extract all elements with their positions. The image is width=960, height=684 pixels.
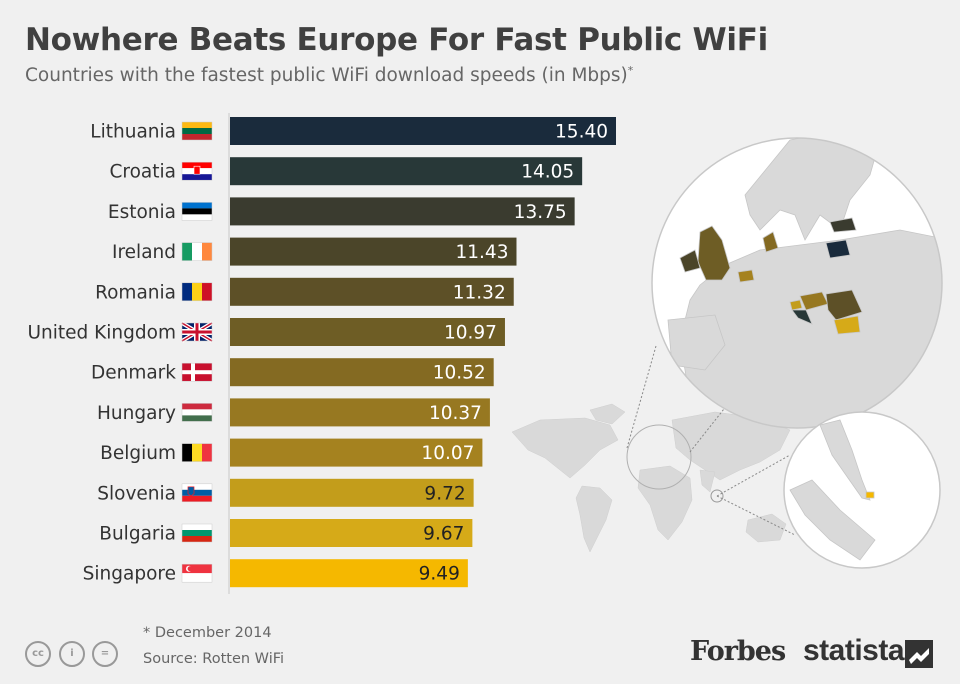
lithuania-shape	[825, 239, 851, 259]
lithuania-flag-icon	[181, 121, 213, 141]
bar-value-label: 11.43	[456, 242, 509, 263]
footnote: * December 2014	[143, 625, 272, 641]
romania-shape	[825, 289, 863, 321]
connector-line	[716, 454, 791, 497]
bar	[230, 519, 473, 547]
belgium-shape	[737, 269, 755, 283]
category-label: Hungary	[97, 403, 176, 424]
estonia-shape	[829, 217, 857, 233]
bar	[230, 478, 474, 507]
bar	[230, 197, 575, 226]
sumatra-shape	[789, 479, 876, 561]
category-label: Ireland	[112, 242, 176, 263]
attribution-icon: i	[59, 641, 85, 667]
europe-highlight-ring	[626, 424, 692, 490]
category-label: Denmark	[91, 363, 176, 384]
bar-value-label: 9.49	[419, 564, 460, 585]
bar-value-label: 9.72	[424, 483, 465, 504]
denmark-flag-icon	[181, 362, 213, 382]
ireland-shape	[679, 249, 701, 273]
no-derivatives-icon: =	[92, 641, 118, 667]
slovenia-shape	[789, 299, 803, 311]
india-shape	[699, 469, 716, 493]
bulgaria-shape	[833, 315, 861, 335]
bar-value-label: 13.75	[514, 202, 567, 223]
category-label: Croatia	[109, 162, 176, 183]
subtitle: Countries with the fastest public WiFi d…	[25, 64, 633, 86]
category-label: United Kingdom	[28, 323, 177, 344]
greenland-shape	[589, 403, 626, 425]
bulgaria-flag-icon	[181, 523, 213, 543]
australia-shape	[745, 513, 787, 543]
africa-shape	[637, 465, 693, 541]
europe-map-inset	[651, 137, 943, 429]
category-label: Belgium	[100, 443, 176, 464]
category-label: Bulgaria	[99, 524, 176, 545]
bar	[230, 398, 490, 427]
bar	[230, 237, 517, 266]
world-map	[511, 403, 791, 553]
source: Source: Rotten WiFi	[143, 651, 285, 667]
ireland-flag-icon	[181, 242, 213, 261]
bar-value-label: 10.37	[429, 403, 482, 424]
bar-value-label: 10.07	[421, 443, 474, 464]
bar	[230, 157, 583, 186]
bar-value-label: 9.67	[423, 524, 464, 545]
belgium-flag-icon	[181, 443, 213, 462]
bar	[230, 277, 514, 306]
page-title: Nowhere Beats Europe For Fast Public WiF…	[25, 22, 768, 58]
south-america-shape	[575, 485, 613, 553]
bar	[230, 318, 505, 346]
subtitle-text: Countries with the fastest public WiFi d…	[25, 65, 628, 87]
forbes-logo: Forbes	[690, 636, 786, 667]
category-label: Singapore	[83, 564, 176, 585]
bar	[230, 559, 468, 588]
denmark-shape	[762, 231, 779, 253]
estonia-flag-icon	[181, 202, 213, 221]
bar-value-label: 14.05	[521, 162, 574, 183]
croatia-shape	[791, 309, 813, 325]
hungary-flag-icon	[181, 403, 213, 422]
cc-icon: cc	[25, 641, 51, 667]
category-label: Romania	[95, 282, 176, 303]
malay-peninsula-shape	[819, 419, 871, 501]
bar-value-label: 15.40	[555, 122, 608, 143]
bar-rows: 15.40 Lithuania 14.05 Croatia 13.75 Estonia 11…	[28, 117, 616, 588]
slovenia-flag-icon	[181, 483, 213, 503]
romania-flag-icon	[181, 282, 213, 302]
singapore-highlight-ring	[710, 489, 724, 503]
united-kingdom-flag-icon	[180, 321, 214, 343]
croatia-flag-icon	[181, 161, 213, 181]
category-label: Lithuania	[90, 122, 176, 143]
statista-icon	[905, 640, 933, 668]
singapore-shape	[865, 491, 875, 499]
bar	[230, 358, 494, 387]
bar-value-label: 10.52	[433, 363, 486, 384]
statista-logo: statista	[803, 634, 905, 667]
bar	[230, 438, 483, 467]
category-label: Slovenia	[97, 483, 176, 504]
bar-value-label: 11.32	[453, 282, 506, 303]
bar	[230, 117, 616, 145]
bar-value-label: 10.97	[444, 323, 497, 344]
singapore-map-inset	[783, 411, 941, 569]
connector-line	[716, 495, 796, 536]
category-label: Estonia	[108, 202, 176, 223]
connector-line	[626, 345, 657, 449]
singapore-flag-icon	[181, 563, 213, 583]
north-america-shape	[511, 417, 619, 479]
subtitle-footnote-mark: *	[627, 64, 634, 77]
